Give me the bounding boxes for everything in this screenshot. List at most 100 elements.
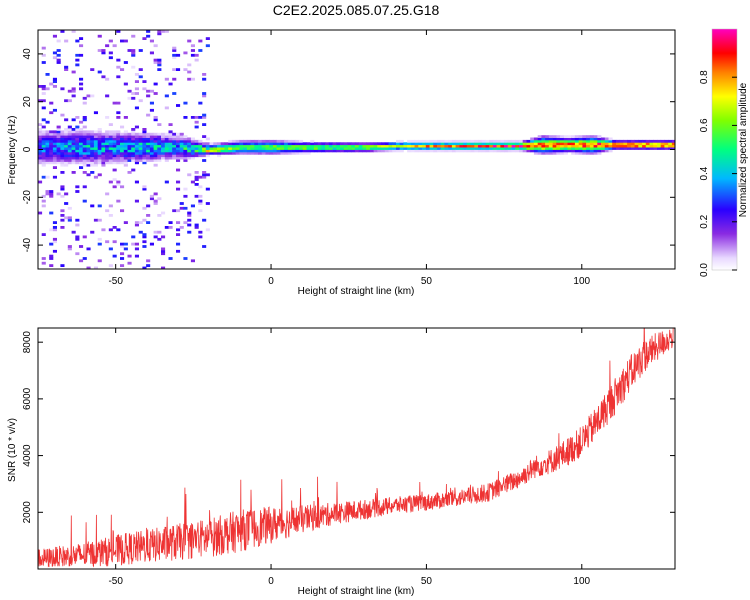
spectrogram-cell — [164, 151, 169, 155]
spectrogram-cell — [578, 147, 583, 150]
spectrogram-cell — [168, 221, 173, 224]
spectrogram-cell — [574, 142, 579, 146]
spectrogram-cell — [90, 142, 95, 146]
spectrogram-cell — [425, 149, 430, 153]
spectrogram-cell — [67, 130, 72, 134]
spectrogram-cell — [444, 142, 449, 146]
spectrogram-cell — [530, 144, 535, 148]
spectrogram-cell — [52, 237, 57, 241]
spectrogram-cell — [567, 142, 572, 146]
spectrogram-cell — [425, 147, 430, 150]
spectrogram-cell — [75, 159, 80, 162]
spectrogram-cell — [153, 137, 158, 141]
spectrogram-cell — [246, 147, 251, 150]
spectrogram-cell — [317, 144, 322, 148]
spectrogram-cell — [161, 211, 166, 215]
spectrogram-cell — [340, 149, 345, 153]
spectrogram-cell — [86, 154, 91, 158]
spectrogram-cell — [142, 266, 147, 269]
spectrogram-cell — [164, 149, 169, 153]
spectrogram-cell — [105, 135, 110, 138]
spectrogram-cell — [597, 147, 602, 150]
spectrogram-cell — [258, 147, 263, 150]
spectrogram-cell — [164, 156, 169, 160]
spectrogram-cell — [172, 209, 177, 213]
spectrogram-cell — [269, 139, 274, 143]
spectrogram-cell — [533, 151, 538, 155]
colorbar-tick-label: 0.2 — [699, 214, 710, 228]
spectrogram-cell — [302, 144, 307, 148]
spectrogram-cell — [67, 135, 72, 138]
spectrogram-cell — [530, 139, 535, 143]
spectrogram-cell — [187, 156, 192, 160]
spectrogram-cell — [157, 58, 162, 62]
spectrogram-cell — [79, 147, 84, 150]
spectrogram-cell — [153, 192, 158, 196]
spectrogram-cell — [519, 142, 524, 146]
spectrogram-cell — [168, 257, 173, 260]
spectrogram-cell — [295, 139, 300, 143]
spectrogram-cell — [60, 144, 65, 148]
spectrogram-cell — [217, 142, 222, 146]
spectrogram-cell — [243, 149, 248, 153]
spectrogram-cell — [351, 142, 356, 146]
spectrogram-cell — [589, 151, 594, 155]
spectrogram-cell — [64, 130, 69, 134]
spectrogram-cell — [593, 149, 598, 153]
spectrogram-cell — [64, 159, 69, 162]
spectrogram-cell — [519, 139, 524, 143]
spectrogram-cell — [261, 144, 266, 148]
spectrogram-cell — [71, 30, 76, 33]
spectrogram-cell — [75, 156, 80, 160]
spectrogram-cell — [71, 156, 76, 160]
spectrogram-cell — [306, 142, 311, 146]
spectrogram-cell — [71, 154, 76, 158]
spectrogram-cell — [82, 151, 87, 155]
spectrogram-cell — [153, 44, 158, 48]
spectrogram-cell — [272, 149, 277, 153]
spectrogram-cell — [530, 142, 535, 146]
spectrogram-cell — [586, 139, 591, 143]
spectrogram-cell — [56, 154, 61, 158]
spectrogram-cell — [86, 173, 91, 177]
spectrogram-cell — [183, 144, 188, 148]
spectrogram-cell — [168, 139, 173, 143]
spectrogram-cell — [41, 92, 46, 95]
spectrogram-cell — [187, 173, 192, 177]
spectrogram-cell — [582, 135, 587, 138]
spectrogram-cell — [56, 61, 61, 64]
spectrogram-cell — [120, 209, 125, 213]
spectrogram-cell — [45, 144, 50, 148]
spectrogram-cell — [131, 149, 136, 153]
x-tick-label: 0 — [268, 576, 274, 587]
spectrogram-cell — [75, 190, 80, 193]
spectrogram-cell — [157, 156, 162, 160]
spectrogram-cell — [38, 128, 43, 131]
y-tick-label: 0 — [22, 146, 33, 152]
spectrogram-cell — [157, 154, 162, 158]
spectrogram-cell — [112, 142, 117, 146]
spectrogram-cell — [131, 34, 136, 38]
spectrogram-cell — [533, 144, 538, 148]
spectrogram-cell — [52, 108, 57, 112]
spectrogram-cell — [56, 130, 61, 134]
spectrogram-cell — [75, 161, 80, 165]
spectrogram-cell — [97, 154, 102, 158]
spectrogram-cell — [511, 147, 516, 150]
spectrogram-cell — [362, 147, 367, 150]
spectrogram-cell — [142, 139, 147, 143]
spectrogram-cell — [485, 147, 490, 150]
spectrogram-cell — [657, 139, 662, 143]
spectrogram-cell — [67, 149, 72, 153]
spectrogram-cell — [108, 123, 113, 126]
spectrogram-cell — [187, 223, 192, 227]
spectrogram-cell — [97, 132, 102, 136]
spectrogram-cell — [179, 156, 184, 160]
spectrogram-cell — [183, 206, 188, 210]
spectrogram-cell — [64, 132, 69, 136]
spectrogram-cell — [660, 139, 665, 143]
spectrogram-cell — [194, 154, 199, 158]
spectrogram-cell — [56, 147, 61, 150]
spectrogram-cell — [123, 132, 128, 136]
spectrogram-cell — [612, 142, 617, 146]
